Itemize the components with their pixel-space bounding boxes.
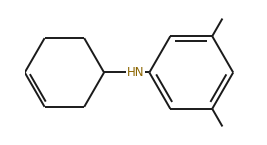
Text: HN: HN — [127, 66, 144, 79]
